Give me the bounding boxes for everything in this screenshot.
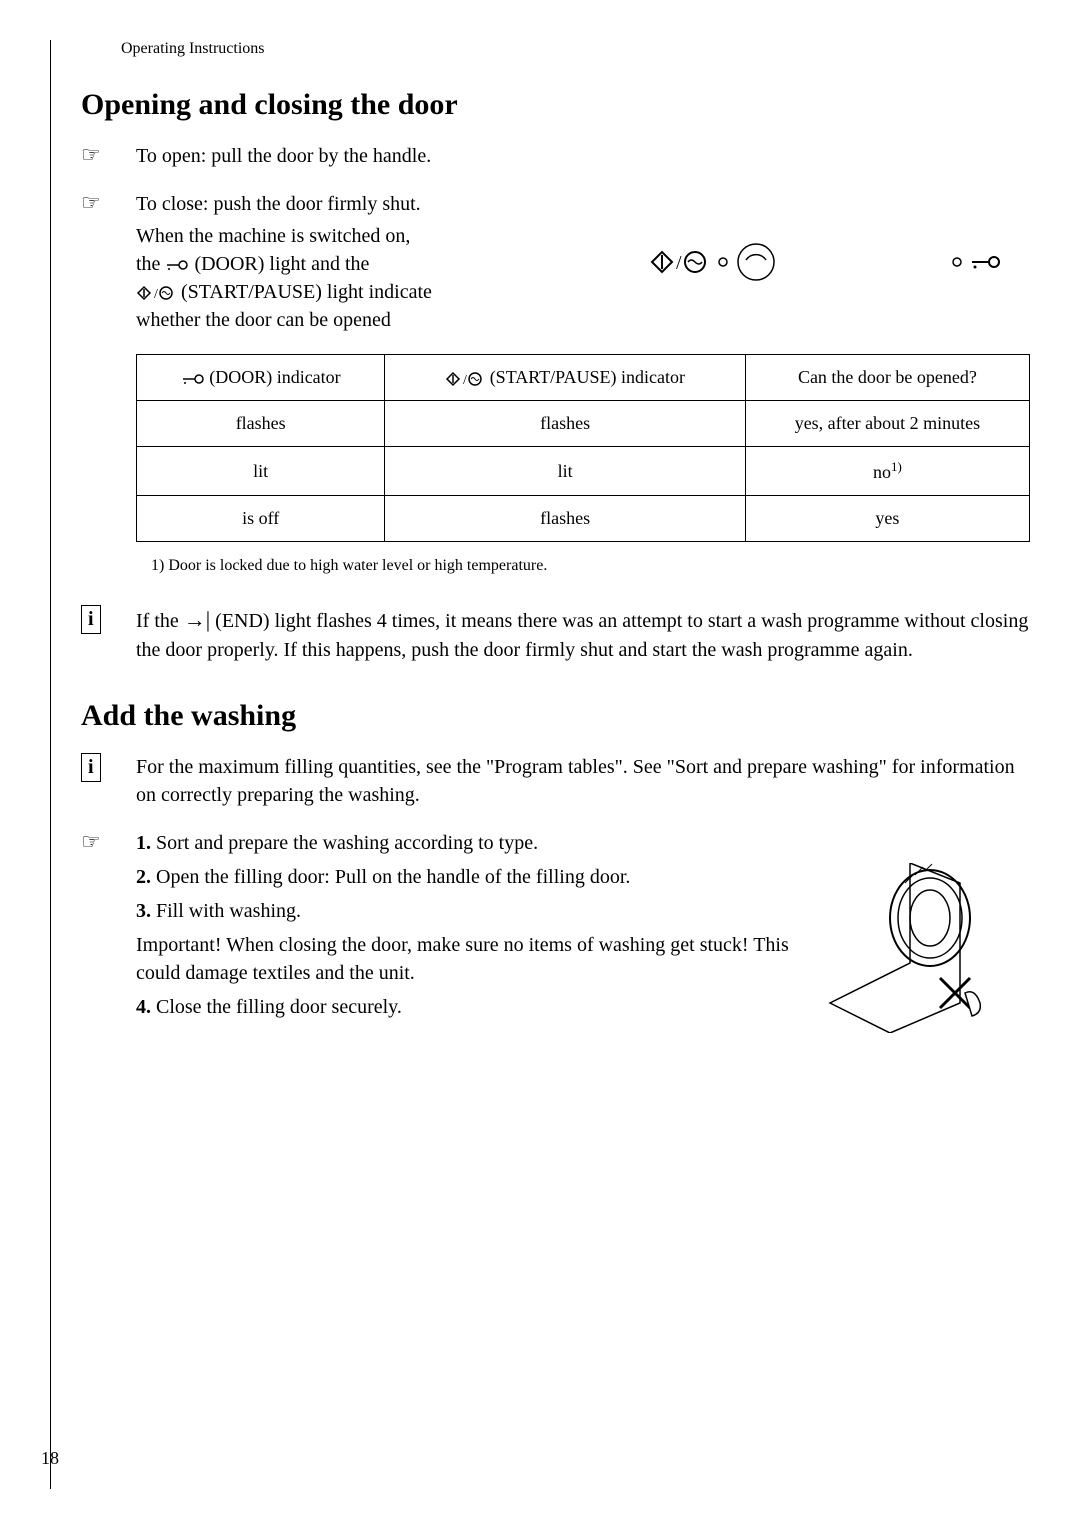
bullet-open: To open: pull the door by the handle. — [136, 142, 431, 170]
table-cell: lit — [385, 447, 745, 496]
intro-3-text: (START/PAUSE) light indicate — [181, 281, 432, 303]
table-header-canopen: Can the door be opened? — [745, 355, 1029, 401]
table-header-startpause: / (START/PAUSE) indicator — [385, 355, 745, 401]
button-circle-icon — [736, 242, 776, 282]
indicator-table: (DOOR) indicator / (START/PAUSE) indicat… — [136, 354, 1030, 542]
table-cell: no1) — [745, 447, 1029, 496]
led-dot-icon — [718, 257, 728, 267]
table-cell: lit — [137, 447, 385, 496]
info-icon: i — [81, 605, 136, 634]
table-cell: flashes — [385, 496, 745, 542]
table-cell: flashes — [385, 401, 745, 447]
start-pause-big-icon: / — [650, 247, 710, 277]
table-cell: yes, after about 2 minutes — [745, 401, 1029, 447]
info1-prefix: If the — [136, 610, 184, 632]
hand-icon: ☞ — [81, 142, 136, 168]
panel-diagram: / — [650, 242, 1030, 282]
table-cell: is off — [137, 496, 385, 542]
indicator-intro-3: / (START/PAUSE) light indicate — [136, 278, 650, 306]
door-big-icon — [970, 253, 1000, 271]
footnote-ref: 1) — [891, 459, 902, 474]
filling-info: For the maximum filling quantities, see … — [136, 753, 1030, 809]
bullet-close: To close: push the door firmly shut. — [136, 190, 421, 218]
intro-prefix: the — [136, 253, 165, 275]
indicator-intro-1: When the machine is switched on, — [136, 222, 650, 250]
indicator-intro-4: whether the door can be opened — [136, 306, 650, 334]
washer-door-illustration — [810, 863, 1030, 1038]
info-icon: i — [81, 753, 136, 782]
door-symbol-th-icon — [181, 372, 205, 386]
table-footnote: 1) Door is locked due to high water leve… — [151, 557, 1030, 575]
end-light-info: If the →| (END) light flashes 4 times, i… — [136, 605, 1030, 664]
led-dot-icon-2 — [952, 257, 962, 267]
svg-text:/: / — [154, 287, 158, 302]
table-row: is off flashes yes — [137, 496, 1030, 542]
step-2: 2. Open the filling door: Pull on the ha… — [136, 863, 810, 891]
info1-body: (END) light flashes 4 times, it means th… — [136, 610, 1028, 661]
section2-heading: Add the washing — [81, 699, 1030, 733]
start-pause-th-icon: / — [445, 370, 485, 388]
table-cell: flashes — [137, 401, 385, 447]
svg-text:/: / — [463, 373, 467, 388]
indicator-intro-2: the (DOOR) light and the — [136, 250, 650, 278]
table-cell: yes — [745, 496, 1029, 542]
section1-heading: Opening and closing the door — [81, 88, 1030, 122]
page-number: 18 — [41, 1448, 59, 1469]
step-1: 1. Sort and prepare the washing accordin… — [136, 829, 1030, 857]
step-4: 4. Close the filling door securely. — [136, 993, 810, 1021]
table-row: flashes flashes yes, after about 2 minut… — [137, 401, 1030, 447]
start-pause-symbol-icon: / — [136, 284, 176, 302]
intro-2-text: (DOOR) light and the — [194, 253, 369, 275]
important-note: Important! When closing the door, make s… — [136, 931, 810, 987]
door-symbol-icon — [165, 258, 189, 272]
hand-icon: ☞ — [81, 190, 136, 216]
table-row: lit lit no1) — [137, 447, 1030, 496]
page-header: Operating Instructions — [81, 40, 1030, 58]
th0-text: (DOOR) indicator — [209, 367, 340, 387]
hand-icon: ☞ — [81, 829, 136, 855]
step-3: 3. Fill with washing. — [136, 897, 810, 925]
table-header-door: (DOOR) indicator — [137, 355, 385, 401]
th1-text: (START/PAUSE) indicator — [490, 367, 685, 387]
svg-text:/: / — [676, 252, 682, 274]
